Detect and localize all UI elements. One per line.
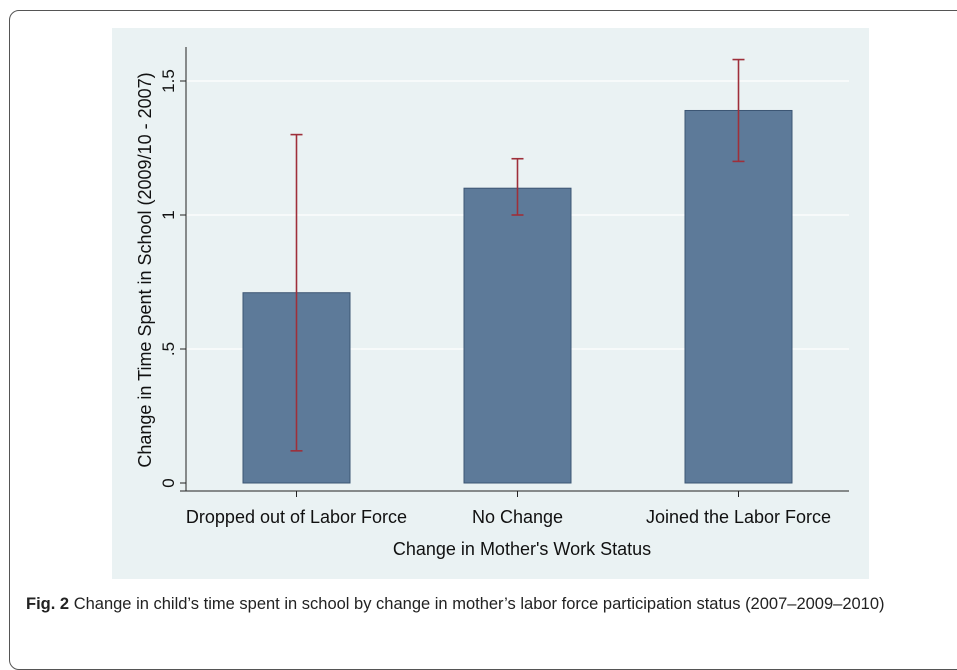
figure-caption-text: Change in child’s time spent in school b… bbox=[73, 595, 885, 613]
x-axis-label: Change in Mother's Work Status bbox=[393, 539, 651, 559]
y-tick-label: .5 bbox=[159, 342, 178, 356]
x-tick-label: Dropped out of Labor Force bbox=[186, 507, 407, 527]
bar bbox=[463, 187, 572, 484]
y-axis-label: Change in Time Spent in School (2009/10 … bbox=[135, 72, 155, 467]
axes bbox=[180, 47, 849, 492]
y-tick-label: 1.5 bbox=[159, 69, 178, 93]
bar-chart: 0 .5 1 1.5 Dropped out of Labor Force No Cha… bbox=[135, 47, 849, 559]
y-tick-label: 1 bbox=[159, 210, 178, 219]
error-bars bbox=[290, 58, 745, 452]
figure-caption: Fig. 2 Change in child’s time spent in s… bbox=[26, 592, 926, 617]
bar bbox=[684, 109, 793, 484]
y-ticks: 0 .5 1 1.5 bbox=[159, 69, 186, 488]
x-tick-label: Joined the Labor Force bbox=[646, 507, 831, 527]
y-tick-label: 0 bbox=[159, 478, 178, 487]
figure-label: Fig. 2 bbox=[26, 595, 70, 613]
x-ticks: Dropped out of Labor Force No Change Joine… bbox=[186, 491, 831, 527]
x-tick-label: No Change bbox=[472, 507, 563, 527]
